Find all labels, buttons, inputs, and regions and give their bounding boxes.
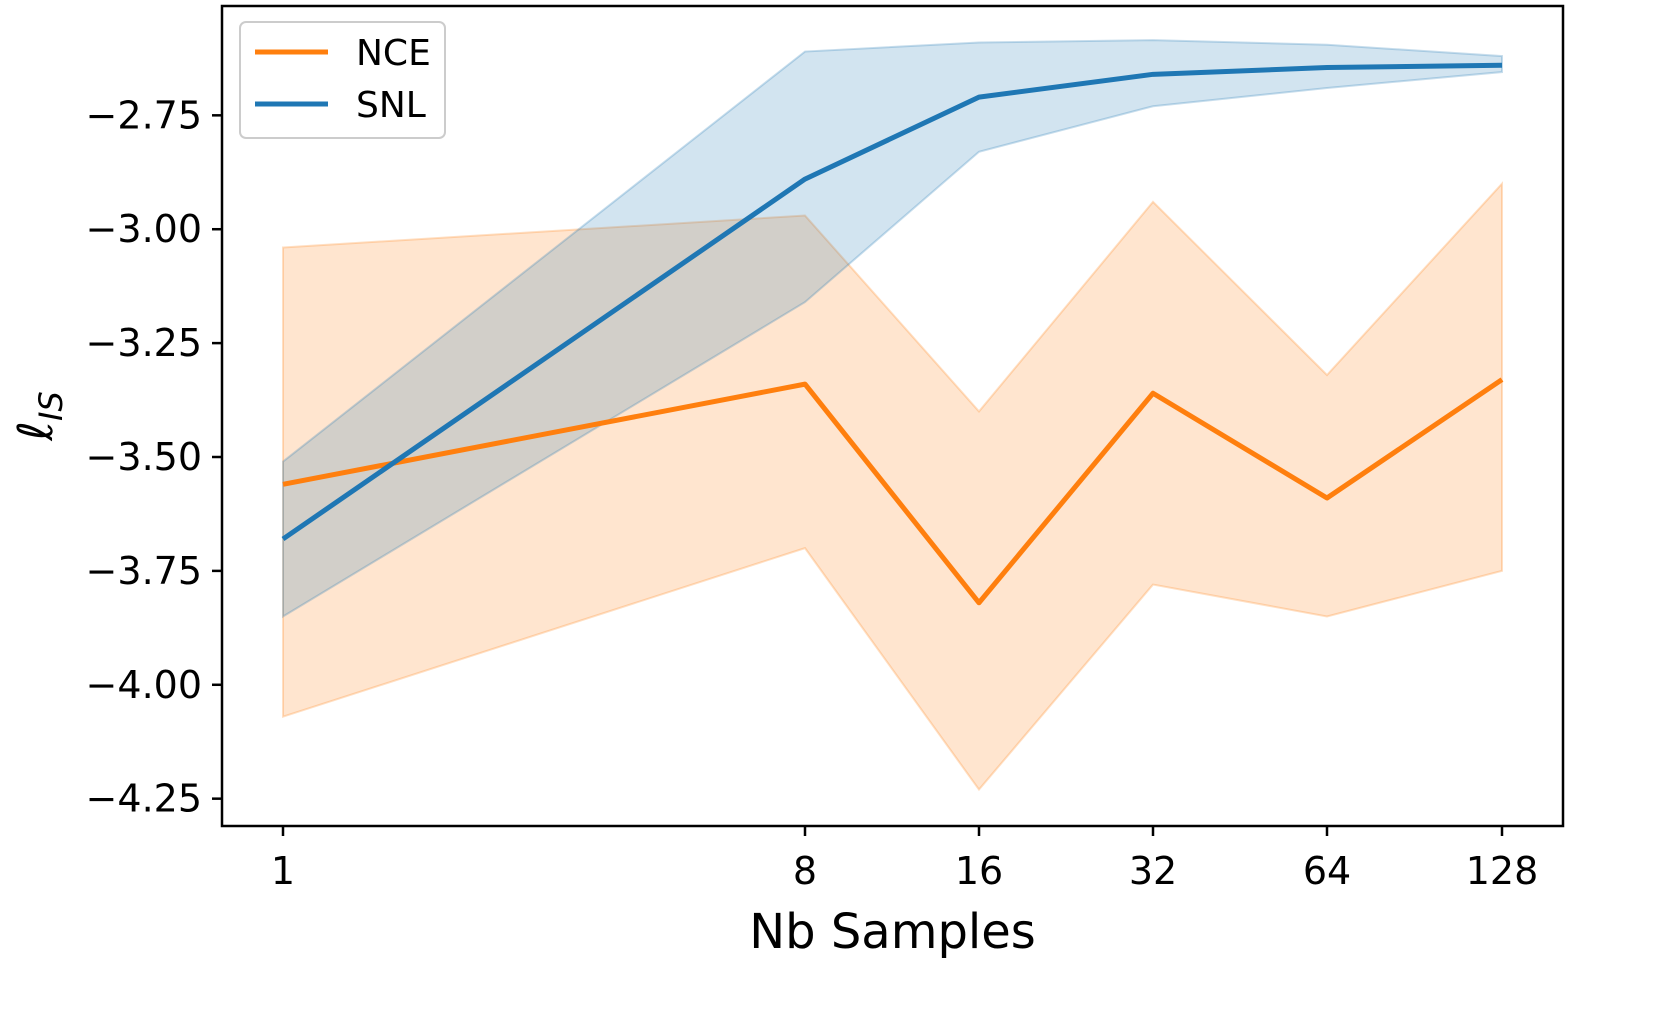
x-axis-ticks: 1 8 16 32 64 128 [271, 826, 1538, 893]
y-axis-title-main: ℓ [8, 421, 64, 442]
nce-line [282, 377, 1504, 606]
x-tick-label: 64 [1303, 849, 1351, 893]
nce-point-16 [976, 600, 982, 606]
x-tick-label: 8 [793, 849, 817, 893]
y-tick-label: −4.25 [86, 777, 202, 821]
y-axis-ticks: −4.25 −4.00 −3.75 −3.50 −3.25 −3.00 −2.75 [86, 93, 222, 821]
y-tick-label: −3.25 [86, 321, 202, 365]
snl-point-1 [280, 536, 286, 542]
confidence-bands [282, 39, 1503, 792]
nce-point-128 [1499, 377, 1505, 383]
y-tick-label: −2.75 [86, 93, 202, 137]
x-axis-title: Nb Samples [749, 904, 1036, 960]
legend: NCE SNL [239, 21, 446, 139]
nce-point-32 [1150, 390, 1156, 396]
snl-point-64 [1324, 65, 1330, 71]
snl-point-128 [1499, 62, 1505, 68]
y-tick-label: −4.00 [86, 663, 202, 707]
y-tick-label: −3.50 [86, 435, 202, 479]
x-tick-label: 128 [1466, 849, 1539, 893]
legend-label-snl: SNL [356, 85, 426, 126]
series-lines [281, 62, 1504, 606]
nce-point-1 [280, 481, 286, 487]
plot-frame [220, 4, 1565, 828]
snl-point-16 [976, 94, 982, 100]
x-tick-label: 1 [271, 849, 295, 893]
y-axis-title-subscript: IS [32, 391, 70, 421]
y-tick-label: −3.00 [86, 207, 202, 251]
legend-label-nce: NCE [356, 33, 431, 74]
x-tick-label: 32 [1129, 849, 1177, 893]
nce-point-64 [1324, 495, 1330, 501]
snl-point-32 [1150, 71, 1156, 77]
snl-line [281, 62, 1503, 542]
nce-confidence-band [282, 181, 1503, 792]
snl-point-8 [802, 176, 808, 182]
x-tick-label: 16 [955, 849, 1003, 893]
y-tick-label: −3.75 [86, 549, 202, 593]
snl-confidence-band [282, 39, 1503, 619]
y-axis-title: ℓIS [8, 391, 70, 442]
nce-point-8 [802, 381, 808, 387]
